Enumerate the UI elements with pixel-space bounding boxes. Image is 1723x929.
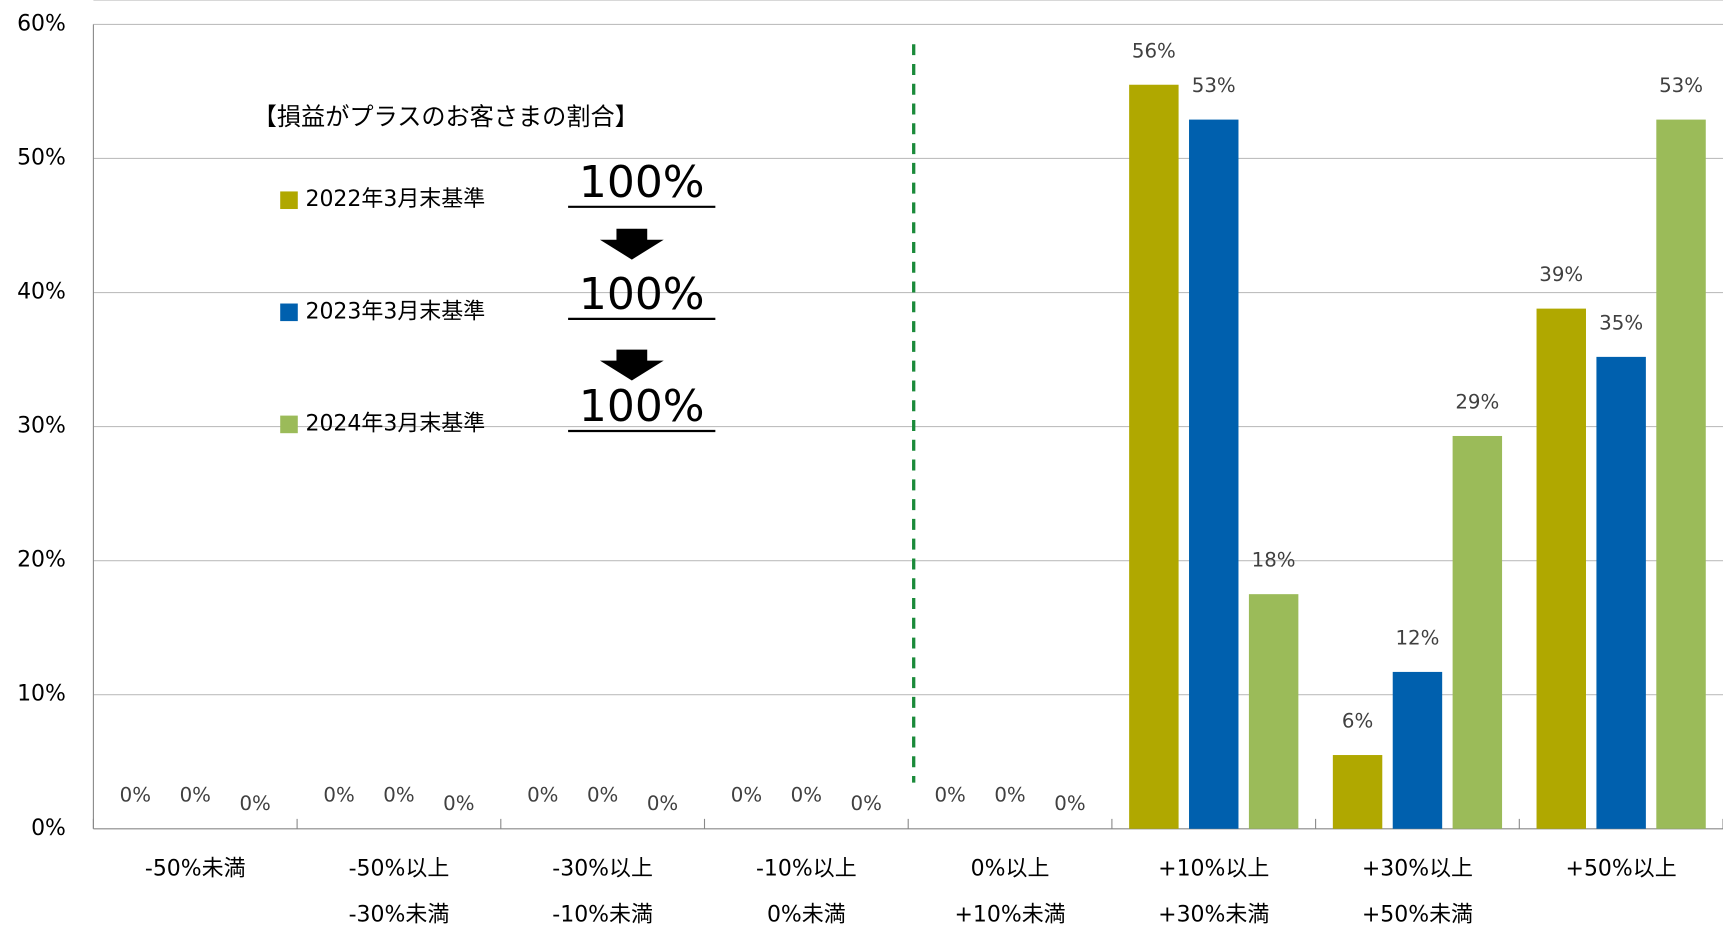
y-tick-label: 40% bbox=[17, 280, 66, 305]
legend-total: 100% bbox=[579, 381, 705, 432]
bar bbox=[1248, 594, 1299, 829]
bar bbox=[1129, 84, 1179, 829]
value-label: 0% bbox=[994, 783, 1025, 806]
x-tick-label: +30%以上 bbox=[1362, 856, 1473, 881]
legend-total: 100% bbox=[579, 269, 705, 320]
x-tick-label: -30%未満 bbox=[349, 903, 450, 928]
x-tick-label: -50%以上 bbox=[349, 856, 450, 881]
legend-label: 2022年3月末基準 bbox=[305, 187, 485, 212]
value-label: 0% bbox=[383, 783, 414, 806]
legend-swatch bbox=[280, 191, 298, 210]
x-tick-label: +50%未満 bbox=[1362, 903, 1473, 928]
x-tick-label: 0%以上 bbox=[971, 856, 1050, 881]
value-label: 0% bbox=[587, 783, 618, 806]
bar bbox=[1332, 755, 1383, 829]
value-label: 0% bbox=[647, 792, 678, 815]
legend-swatch bbox=[280, 303, 298, 322]
value-label: 0% bbox=[851, 792, 882, 815]
y-tick-label: 20% bbox=[17, 548, 66, 573]
value-label: 35% bbox=[1599, 311, 1643, 334]
bar bbox=[1656, 119, 1706, 829]
value-label: 56% bbox=[1132, 39, 1176, 62]
bar bbox=[1392, 671, 1443, 829]
y-tick-label: 50% bbox=[17, 145, 66, 170]
x-tick-label: +50%以上 bbox=[1566, 856, 1677, 881]
value-label: 53% bbox=[1659, 74, 1703, 97]
value-label: 39% bbox=[1539, 263, 1583, 286]
value-label: 0% bbox=[791, 783, 822, 806]
legend-title: 【損益がプラスのお客さまの割合】 bbox=[253, 103, 639, 131]
x-tick-label: -10%未満 bbox=[552, 903, 653, 928]
value-label: 53% bbox=[1192, 74, 1236, 97]
value-label: 6% bbox=[1342, 710, 1373, 733]
value-label: 0% bbox=[934, 783, 965, 806]
y-tick-label: 30% bbox=[17, 414, 66, 439]
x-tick-label: -10%以上 bbox=[756, 856, 857, 881]
x-tick-label: -30%以上 bbox=[552, 856, 653, 881]
value-label: 18% bbox=[1252, 549, 1296, 572]
bar bbox=[1596, 356, 1646, 829]
value-label: 12% bbox=[1395, 626, 1439, 649]
value-label: 0% bbox=[180, 783, 211, 806]
y-tick-label: 60% bbox=[17, 11, 66, 36]
bar bbox=[1536, 308, 1586, 829]
x-tick-label: +10%以上 bbox=[1158, 856, 1269, 881]
value-label: 29% bbox=[1455, 391, 1499, 414]
legend-label: 2024年3月末基準 bbox=[305, 411, 485, 436]
value-label: 0% bbox=[239, 792, 270, 815]
value-label: 0% bbox=[323, 783, 354, 806]
x-tick-label: -50%未満 bbox=[145, 856, 246, 881]
value-label: 0% bbox=[527, 783, 558, 806]
y-tick-label: 10% bbox=[17, 682, 66, 707]
value-label: 0% bbox=[120, 783, 151, 806]
x-tick-label: +30%未満 bbox=[1158, 903, 1269, 928]
value-label: 0% bbox=[731, 783, 762, 806]
bar bbox=[1189, 119, 1239, 829]
arrow bbox=[599, 349, 664, 381]
arrow bbox=[599, 228, 664, 260]
x-tick-label: 0%未満 bbox=[767, 903, 846, 928]
legend-total: 100% bbox=[579, 157, 705, 208]
x-tick-label: +10%未満 bbox=[954, 903, 1065, 928]
bar bbox=[1452, 435, 1503, 829]
legend-label: 2023年3月末基準 bbox=[305, 299, 485, 324]
y-tick-label: 0% bbox=[31, 816, 66, 841]
value-label: 0% bbox=[1054, 792, 1085, 815]
legend-swatch bbox=[280, 415, 298, 434]
value-label: 0% bbox=[443, 792, 474, 815]
